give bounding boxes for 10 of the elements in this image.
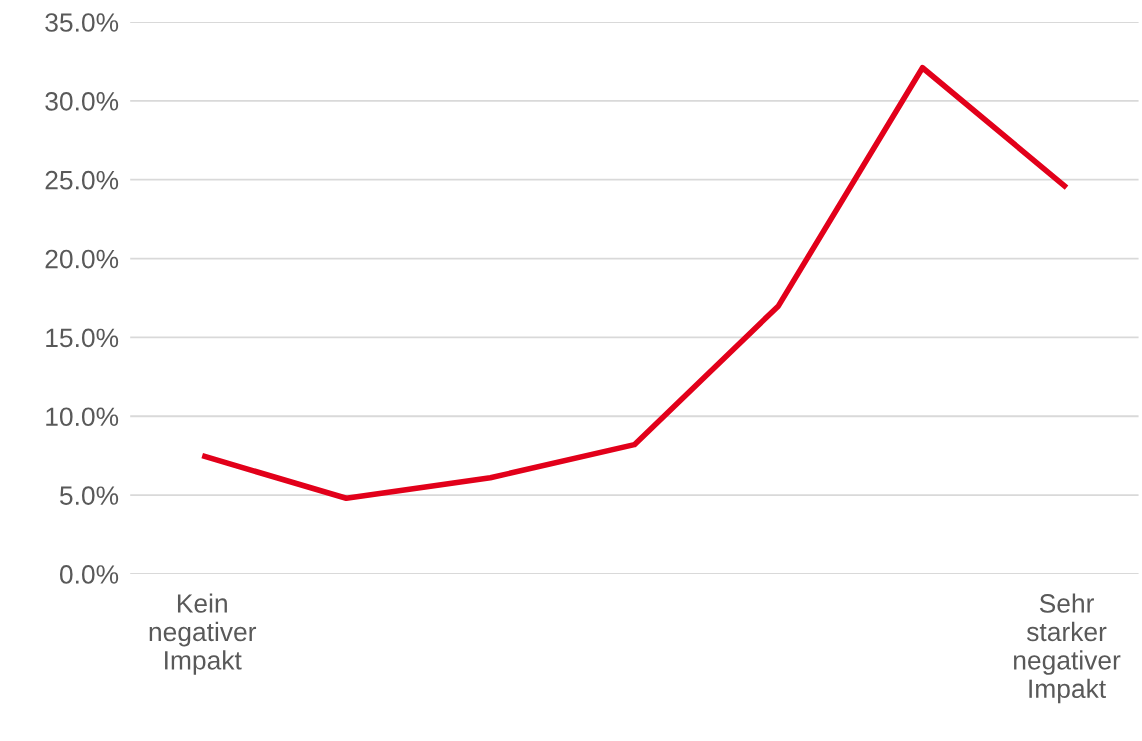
y-tick-label: 25.0% (45, 170, 119, 190)
x-tick-label: Sehr starker negativer Impakt (1014, 593, 1121, 704)
y-tick-label: 30.0% (45, 92, 119, 111)
y-tick-label: 5.0% (59, 486, 119, 505)
y-tick-label: 15.0% (46, 328, 119, 348)
y-tick-label: 20.0% (45, 249, 119, 269)
y-tick-label: 10.0% (46, 407, 119, 427)
y-tick-label: 0.0% (59, 565, 119, 584)
x-tick-label: Kein negativer Impakt (149, 593, 257, 675)
y-tick-label: 35.0% (45, 13, 119, 32)
